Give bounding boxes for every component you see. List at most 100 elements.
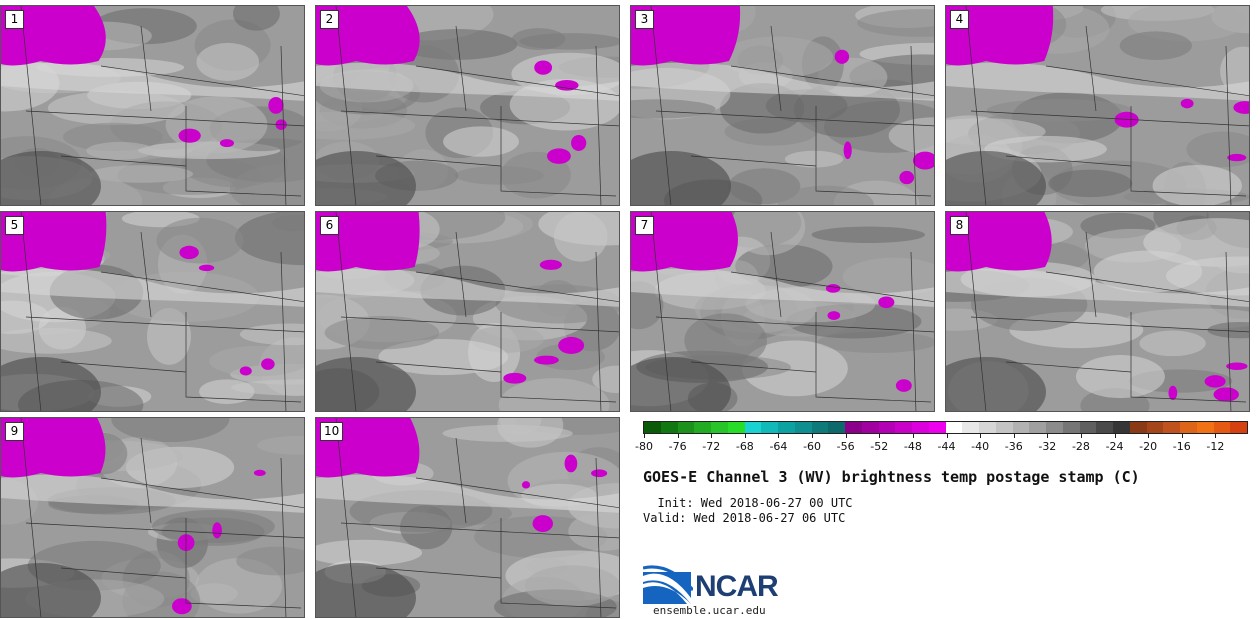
colorbar-segment bbox=[677, 422, 695, 433]
cloud-blob bbox=[230, 379, 304, 396]
cloud-blob bbox=[631, 99, 716, 119]
cloud-blob bbox=[196, 42, 260, 81]
colorbar-segment bbox=[727, 422, 745, 433]
state-boundary bbox=[1045, 271, 1249, 303]
state-boundary bbox=[1085, 25, 1097, 112]
colorbar-segment bbox=[945, 422, 963, 433]
state-boundary bbox=[415, 271, 619, 303]
state-boundary bbox=[280, 457, 287, 617]
colorbar-tick bbox=[1181, 434, 1183, 438]
convective-cell bbox=[564, 454, 578, 473]
panel-label: 1 bbox=[5, 10, 24, 29]
valid-time: Valid: Wed 2018-06-27 06 UTC bbox=[643, 511, 846, 525]
state-boundary bbox=[25, 110, 304, 127]
colorbar-segment bbox=[1113, 422, 1130, 433]
convective-cell bbox=[1227, 153, 1247, 162]
cloud-blob bbox=[498, 378, 610, 411]
colorbar-segment bbox=[1146, 422, 1164, 433]
colorbar-tick bbox=[1013, 434, 1015, 438]
convective-cell bbox=[261, 358, 275, 370]
state-boundary bbox=[965, 212, 987, 411]
panel-label: 8 bbox=[950, 216, 969, 235]
moisture-band bbox=[1, 268, 304, 307]
cloud-blob bbox=[512, 28, 566, 50]
cloud-blob bbox=[1126, 308, 1249, 329]
state-boundary bbox=[280, 251, 287, 411]
state-boundary bbox=[60, 155, 187, 167]
cloud-blob bbox=[592, 365, 619, 394]
state-boundary bbox=[340, 522, 619, 539]
colorbar-ticks: -80 -76 -72 -68 -64 -60 -56 -52 -48 -44 -40 -36 -32 -… bbox=[635, 434, 1248, 456]
state-boundary bbox=[730, 65, 934, 97]
colorbar-segment bbox=[778, 422, 795, 433]
cold-cloud-mass bbox=[316, 212, 420, 272]
colorbar-segment bbox=[979, 422, 996, 433]
colorbar-tick bbox=[1148, 434, 1150, 438]
panel-label: 5 bbox=[5, 216, 24, 235]
convective-cell bbox=[1204, 375, 1226, 388]
state-boundary bbox=[1225, 45, 1232, 205]
convective-cell bbox=[843, 141, 852, 160]
cloud-blob bbox=[811, 226, 926, 244]
convective-cell bbox=[198, 264, 215, 272]
colorbar-segment bbox=[1046, 422, 1063, 433]
colorbar-segment bbox=[1180, 422, 1197, 433]
cloud-blob bbox=[165, 96, 268, 154]
cloud-blob bbox=[568, 512, 619, 551]
colorbar-tick-label: -24 bbox=[1105, 440, 1124, 453]
moisture-band bbox=[1, 474, 304, 513]
convective-cell bbox=[1213, 387, 1239, 402]
colorbar-tick-label: -32 bbox=[1038, 440, 1057, 453]
cloud-blob bbox=[1075, 355, 1165, 399]
cloud-blob bbox=[1048, 169, 1133, 198]
cloud-blob bbox=[765, 89, 848, 123]
colorbar-tick bbox=[879, 434, 881, 438]
panel-label: 4 bbox=[950, 10, 969, 29]
state-boundary bbox=[335, 212, 357, 411]
state-boundary bbox=[185, 312, 302, 403]
dry-region bbox=[1, 563, 101, 617]
convective-cell bbox=[179, 245, 199, 260]
cloud-blob bbox=[324, 316, 440, 350]
panel-label: 7 bbox=[635, 216, 654, 235]
state-boundary bbox=[455, 231, 467, 318]
colorbar-segment bbox=[644, 422, 661, 433]
cold-cloud-mass bbox=[1, 212, 107, 272]
convective-cell bbox=[239, 366, 252, 376]
dry-region bbox=[946, 151, 1046, 205]
convective-cell bbox=[878, 296, 895, 309]
cloud-blob bbox=[497, 418, 564, 448]
state-boundary bbox=[965, 6, 987, 205]
cloud-blob bbox=[553, 212, 608, 262]
colorbar-tick-label: -68 bbox=[735, 440, 754, 453]
convective-cell bbox=[1168, 385, 1178, 401]
dry-region bbox=[316, 563, 416, 617]
state-boundary bbox=[815, 312, 932, 403]
colorbar-tick-label: -16 bbox=[1172, 440, 1191, 453]
moisture-band bbox=[946, 62, 1249, 101]
colorbar-segment bbox=[861, 422, 879, 433]
cloud-blob bbox=[684, 313, 767, 368]
convective-cell bbox=[219, 139, 234, 148]
colorbar-segment bbox=[962, 422, 979, 433]
convective-cell bbox=[268, 97, 284, 114]
moisture-band bbox=[631, 62, 934, 101]
colorbar-segment bbox=[1096, 422, 1113, 433]
state-boundary bbox=[655, 110, 934, 127]
state-boundary bbox=[335, 6, 357, 205]
cloud-blob bbox=[784, 150, 844, 168]
ncar-swoosh-icon bbox=[643, 565, 693, 604]
convective-cell bbox=[539, 259, 562, 270]
colorbar-tick bbox=[644, 434, 645, 438]
colorbar-tick-label: -44 bbox=[937, 440, 956, 453]
cloud-blob bbox=[443, 126, 519, 157]
colorbar-segment bbox=[794, 422, 812, 433]
cold-cloud-mass bbox=[1, 418, 106, 478]
state-boundary bbox=[595, 45, 602, 205]
colorbar-tick bbox=[845, 434, 847, 438]
cloud-blob bbox=[778, 185, 874, 205]
state-boundary bbox=[1045, 65, 1249, 97]
colorbar-tick bbox=[812, 434, 814, 438]
colorbar-segment bbox=[1062, 422, 1080, 433]
cloud-blob bbox=[720, 36, 834, 78]
